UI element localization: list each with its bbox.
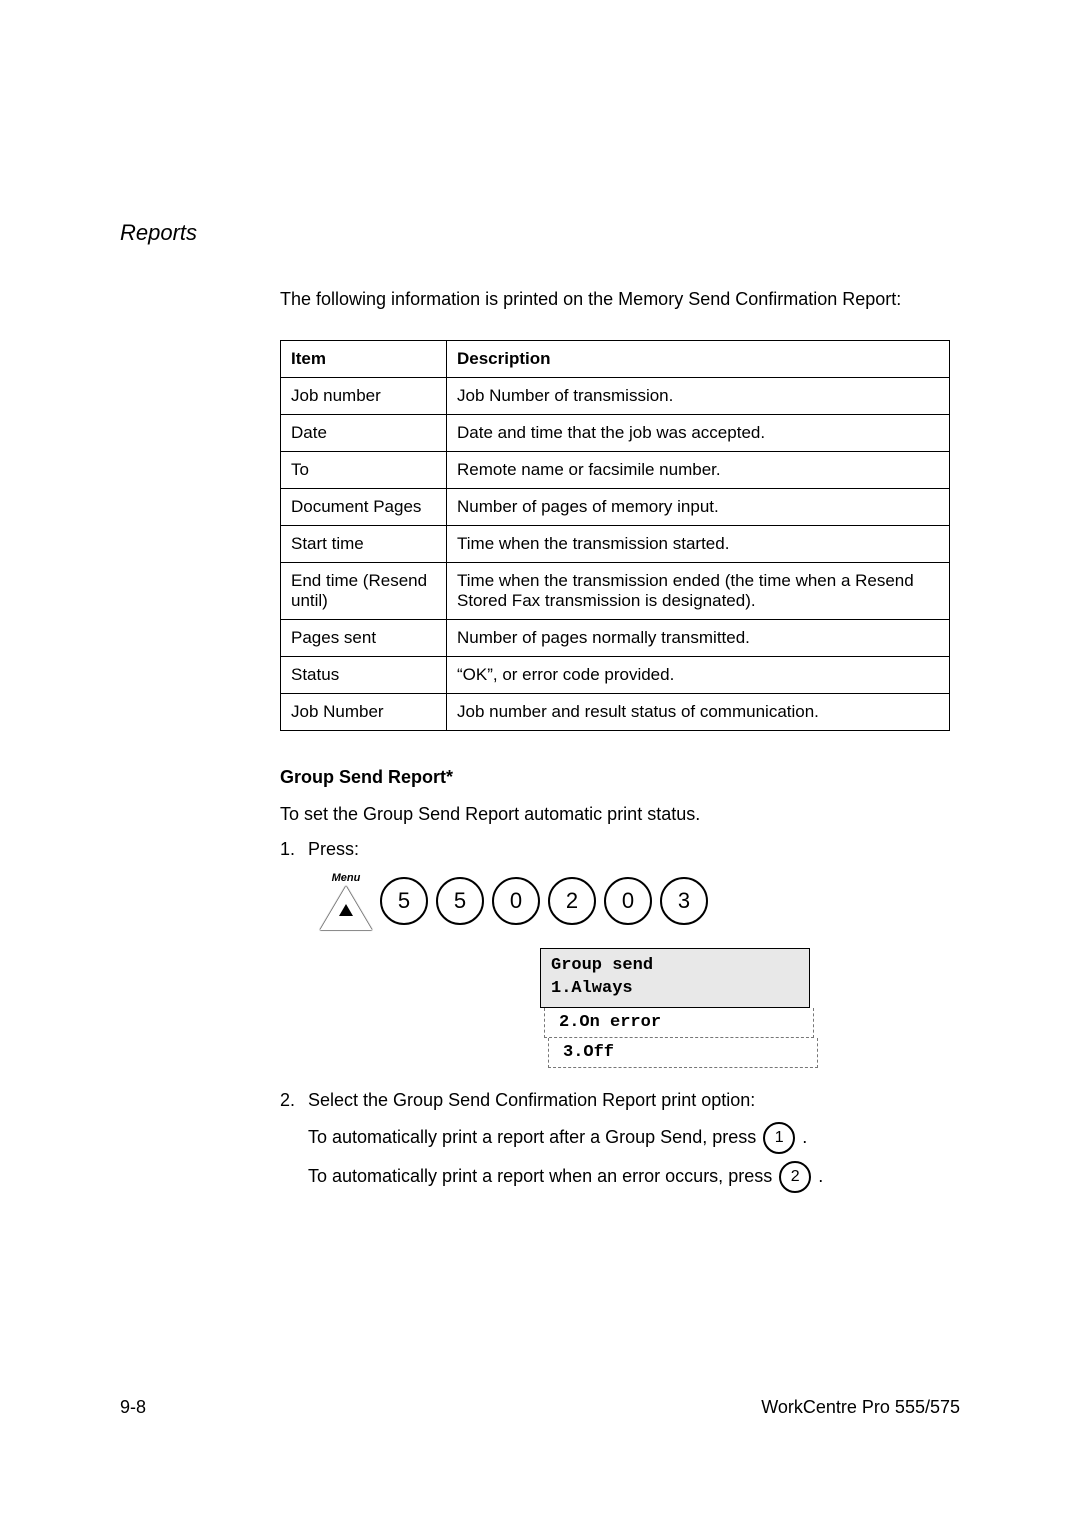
cell-desc: Number of pages of memory input. bbox=[447, 489, 950, 526]
cell-item: Job Number bbox=[281, 694, 447, 731]
cell-desc: Time when the transmission started. bbox=[447, 526, 950, 563]
table-row: DateDate and time that the job was accep… bbox=[281, 415, 950, 452]
cell-item: Date bbox=[281, 415, 447, 452]
section-heading: Reports bbox=[120, 220, 960, 246]
instruction-line: To automatically print a report after a … bbox=[308, 1121, 950, 1154]
lcd-display: Group send 1.Always 2.On error 3.Off bbox=[540, 948, 810, 1068]
numeric-key: 5 bbox=[380, 877, 428, 925]
key-sequence: Menu 5 5 0 2 0 3 bbox=[320, 872, 950, 930]
table-header-item: Item bbox=[281, 341, 447, 378]
step-number: 1. bbox=[280, 839, 308, 860]
cell-desc: Job number and result status of communic… bbox=[447, 694, 950, 731]
lcd-selected: Group send 1.Always bbox=[540, 948, 810, 1008]
table-row: Status“OK”, or error code provided. bbox=[281, 657, 950, 694]
intro-text: The following information is printed on … bbox=[280, 286, 950, 312]
memory-send-report-table: Item Description Job numberJob Number of… bbox=[280, 340, 950, 731]
product-name: WorkCentre Pro 555/575 bbox=[761, 1397, 960, 1418]
numeric-key: 0 bbox=[604, 877, 652, 925]
table-row: Document PagesNumber of pages of memory … bbox=[281, 489, 950, 526]
numeric-key: 5 bbox=[436, 877, 484, 925]
numeric-key: 0 bbox=[492, 877, 540, 925]
step-2: 2. Select the Group Send Confirmation Re… bbox=[280, 1090, 950, 1111]
cell-item: Status bbox=[281, 657, 447, 694]
instruction-text: . bbox=[818, 1166, 823, 1186]
instruction-text: . bbox=[802, 1127, 807, 1147]
step-text: Press: bbox=[308, 839, 950, 860]
table-row: Start timeTime when the transmission sta… bbox=[281, 526, 950, 563]
group-send-report-heading: Group Send Report* bbox=[280, 767, 950, 788]
cell-item: Job number bbox=[281, 378, 447, 415]
cell-item: End time (Resend until) bbox=[281, 563, 447, 620]
numeric-key: 3 bbox=[660, 877, 708, 925]
menu-key: Menu bbox=[320, 872, 372, 930]
cell-desc: Remote name or facsimile number. bbox=[447, 452, 950, 489]
cell-desc: “OK”, or error code provided. bbox=[447, 657, 950, 694]
cell-desc: Number of pages normally transmitted. bbox=[447, 620, 950, 657]
table-row: Job NumberJob number and result status o… bbox=[281, 694, 950, 731]
cell-desc: Date and time that the job was accepted. bbox=[447, 415, 950, 452]
table-row: Job numberJob Number of transmission. bbox=[281, 378, 950, 415]
lcd-line: 3.Off bbox=[548, 1038, 818, 1068]
table-row: ToRemote name or facsimile number. bbox=[281, 452, 950, 489]
cell-desc: Job Number of transmission. bbox=[447, 378, 950, 415]
numeric-key-inline: 1 bbox=[763, 1122, 795, 1154]
lcd-line: 1.Always bbox=[551, 978, 799, 1001]
cell-desc: Time when the transmission ended (the ti… bbox=[447, 563, 950, 620]
table-header-desc: Description bbox=[447, 341, 950, 378]
lcd-line: 2.On error bbox=[544, 1008, 814, 1038]
step-1: 1. Press: bbox=[280, 839, 950, 860]
instruction-line: To automatically print a report when an … bbox=[308, 1160, 950, 1193]
cell-item: Document Pages bbox=[281, 489, 447, 526]
table-row: End time (Resend until)Time when the tra… bbox=[281, 563, 950, 620]
instruction-text: To automatically print a report when an … bbox=[308, 1166, 777, 1186]
triangle-up-icon bbox=[320, 886, 372, 930]
step-number: 2. bbox=[280, 1090, 308, 1111]
table-row: Pages sentNumber of pages normally trans… bbox=[281, 620, 950, 657]
step-text: Select the Group Send Confirmation Repor… bbox=[308, 1090, 950, 1111]
cell-item: To bbox=[281, 452, 447, 489]
instruction-text: To automatically print a report after a … bbox=[308, 1127, 761, 1147]
lcd-line: Group send bbox=[551, 955, 799, 978]
cell-item: Pages sent bbox=[281, 620, 447, 657]
menu-key-label: Menu bbox=[332, 872, 361, 884]
page-footer: 9-8 WorkCentre Pro 555/575 bbox=[120, 1397, 960, 1418]
numeric-key-inline: 2 bbox=[779, 1161, 811, 1193]
page-number: 9-8 bbox=[120, 1397, 146, 1418]
cell-item: Start time bbox=[281, 526, 447, 563]
group-send-intro: To set the Group Send Report automatic p… bbox=[280, 804, 950, 825]
numeric-key: 2 bbox=[548, 877, 596, 925]
